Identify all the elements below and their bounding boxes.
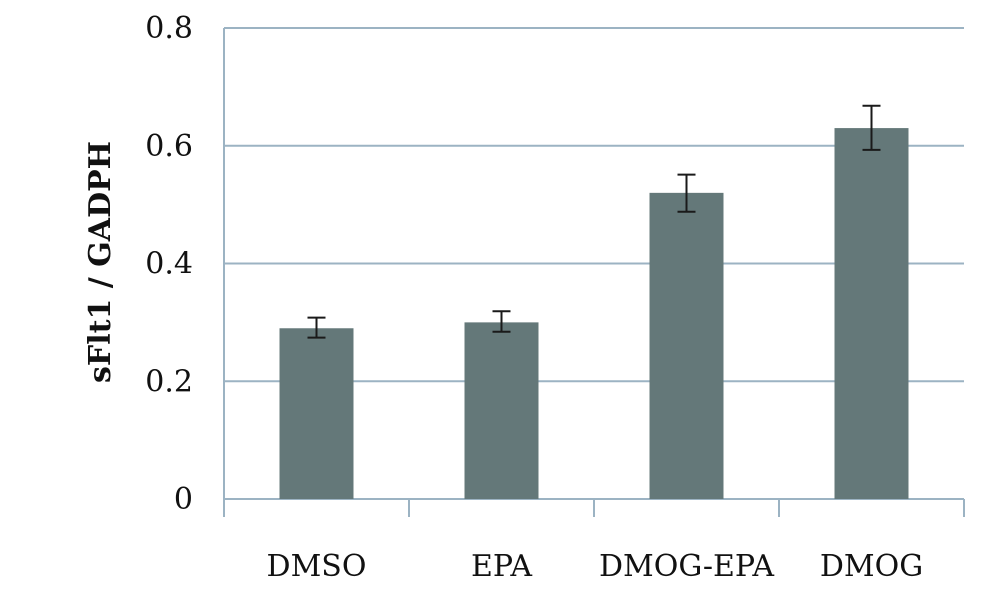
bar	[649, 192, 724, 499]
y-tick-label: 0.8	[145, 11, 193, 46]
x-tick-label: DMOG	[820, 549, 923, 584]
x-tick-label: EPA	[471, 549, 532, 584]
y-tick-label: 0.4	[145, 247, 193, 282]
x-tick-label: DMOG-EPA	[599, 549, 774, 584]
bar	[279, 328, 354, 499]
y-tick-label: 0	[174, 482, 193, 517]
bar	[834, 128, 909, 499]
y-axis-title: sFlt1 / GADPH	[83, 141, 118, 383]
bars	[279, 128, 909, 499]
bar	[464, 322, 539, 499]
x-tick-labels: DMSO EPA DMOG-EPA DMOG	[267, 549, 924, 584]
y-tick-labels: 0 0.2 0.4 0.6 0.8	[145, 11, 193, 517]
y-tick-label: 0.2	[145, 364, 193, 399]
x-tick-label: DMSO	[267, 549, 367, 584]
error-bars	[307, 104, 881, 339]
y-tick-label: 0.6	[145, 129, 193, 164]
